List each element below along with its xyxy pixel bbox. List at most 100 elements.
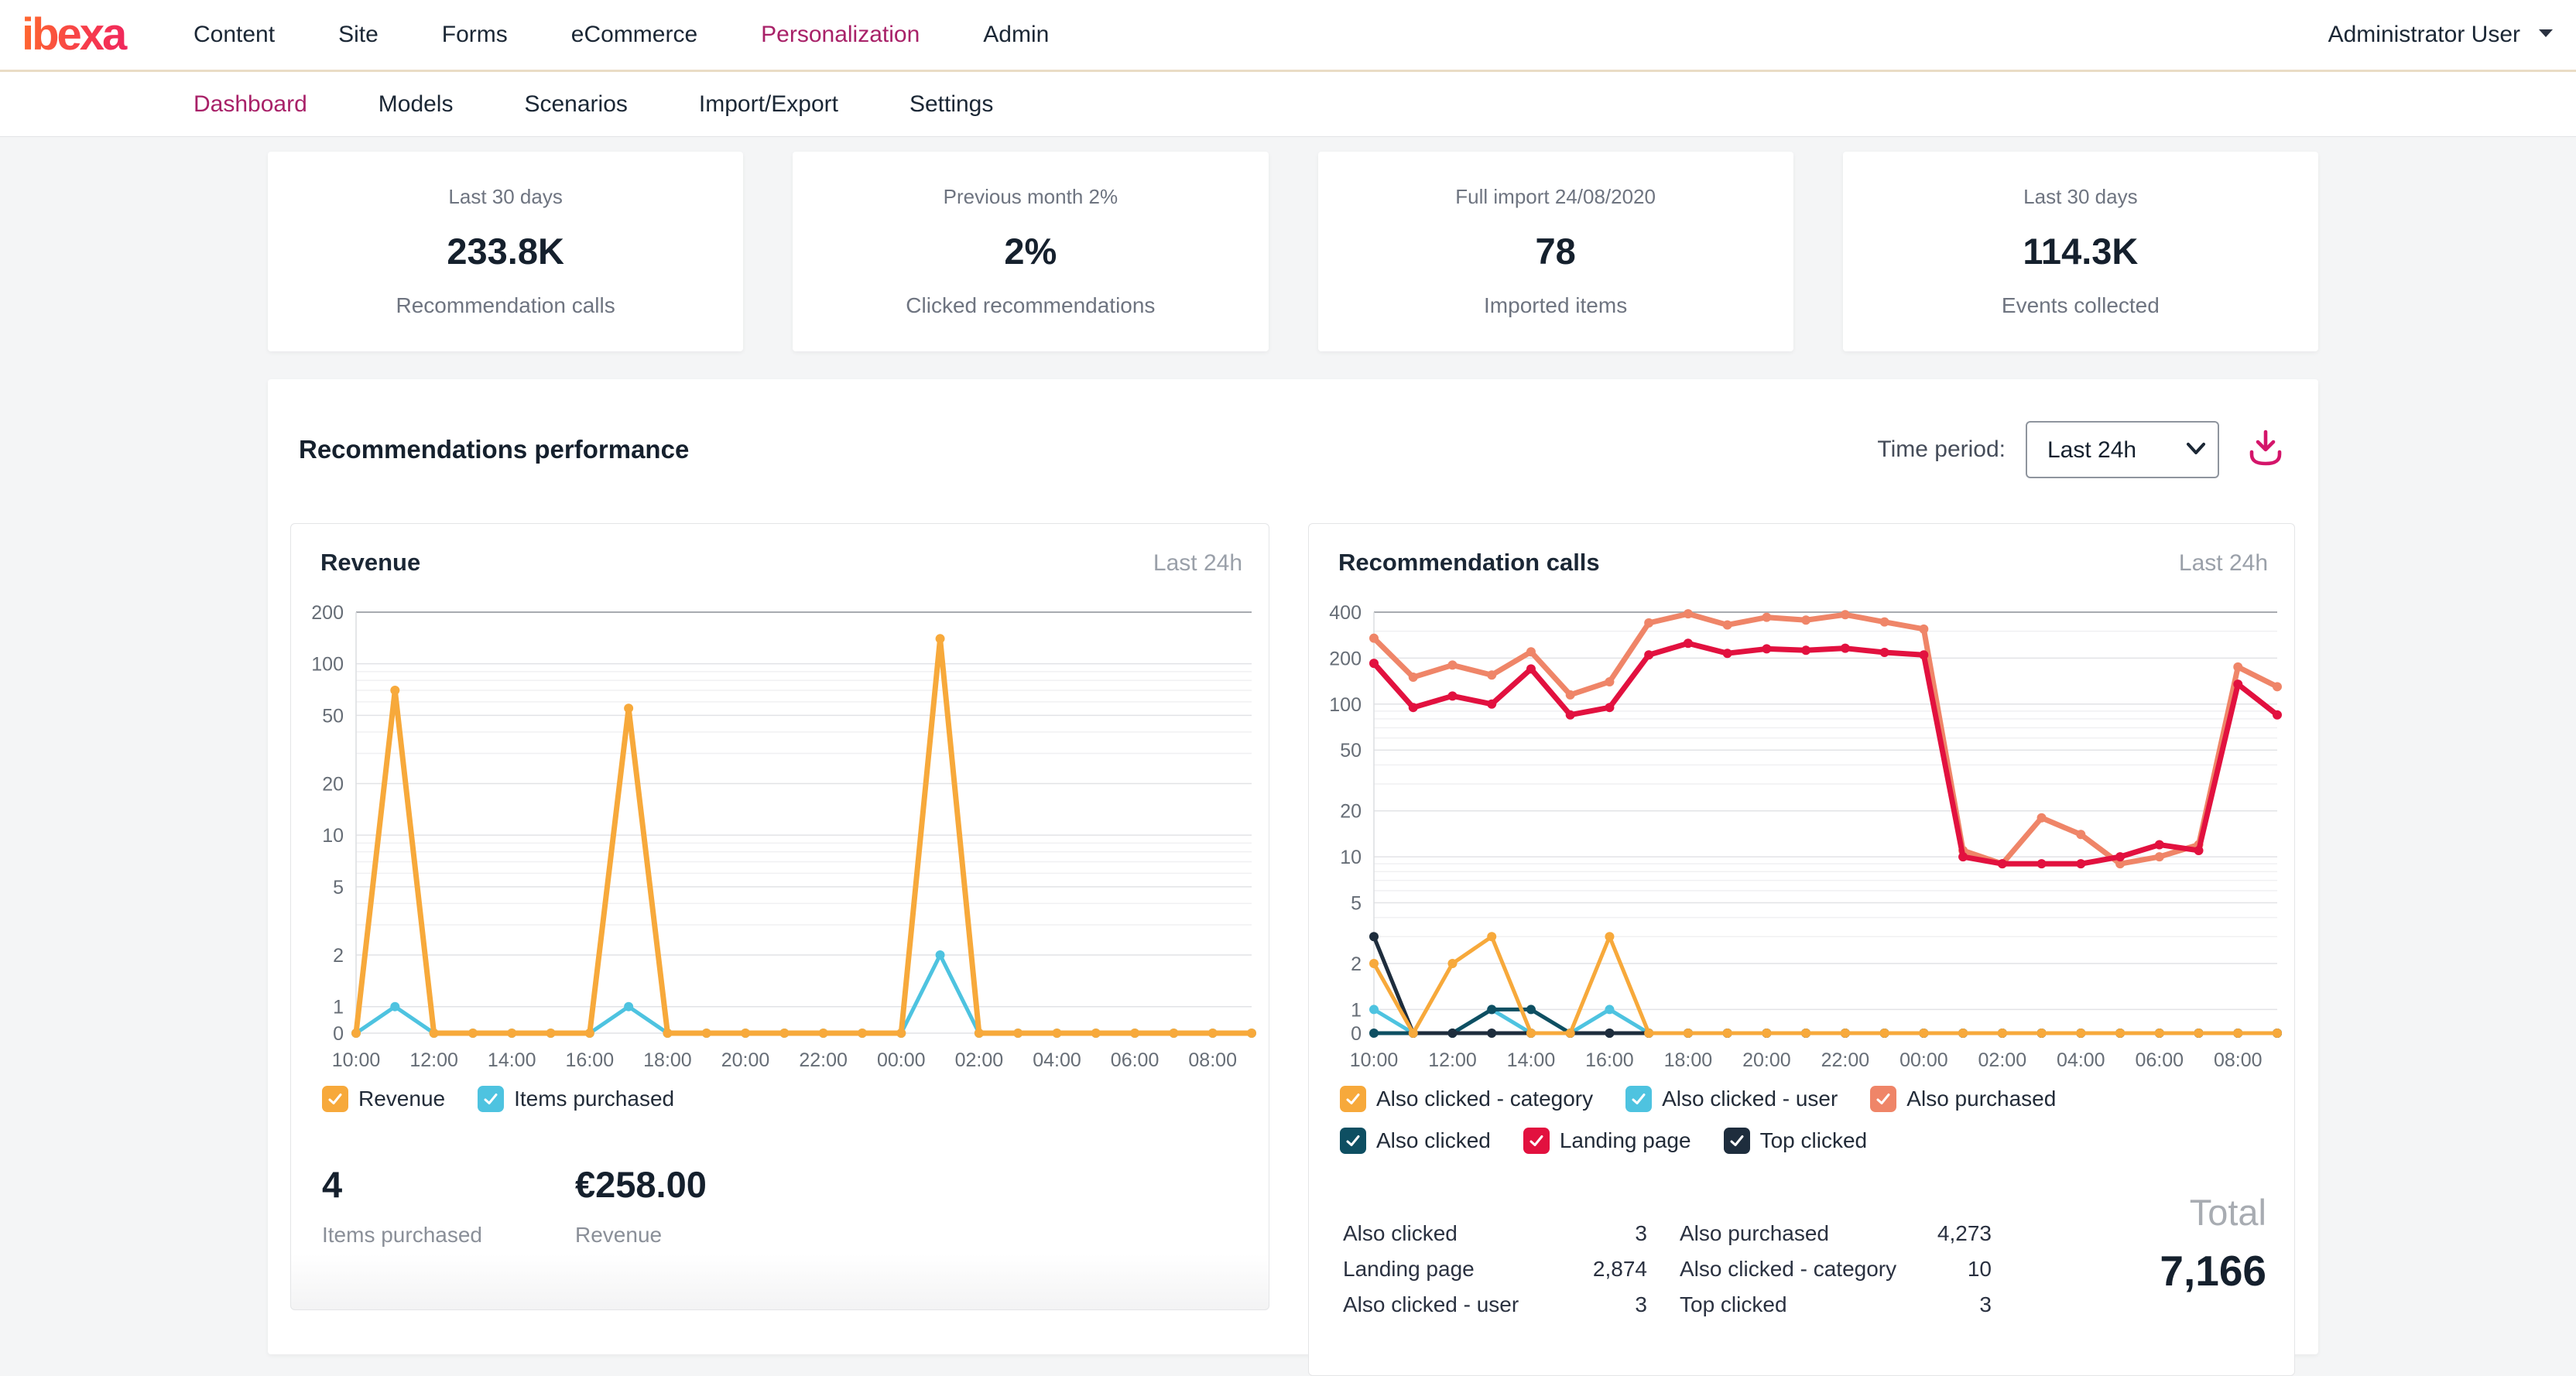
legend-item-items-purchased[interactable]: Items purchased — [478, 1086, 674, 1112]
svg-text:2: 2 — [333, 945, 344, 967]
svg-text:08:00: 08:00 — [1188, 1049, 1237, 1071]
subnav-dashboard[interactable]: Dashboard — [194, 91, 307, 117]
legend-item-landing-page[interactable]: Landing page — [1523, 1128, 1691, 1154]
breakdown-row: Also clicked 3 — [1343, 1219, 1647, 1248]
legend-item-also-clicked[interactable]: Also clicked — [1340, 1128, 1491, 1154]
legend-label: Also clicked — [1376, 1128, 1491, 1152]
svg-text:0: 0 — [1351, 1023, 1362, 1045]
svg-text:5: 5 — [333, 877, 344, 899]
stat-card-label: Recommendation calls — [396, 293, 615, 317]
panel-header: Recommendations performance Time period:… — [268, 379, 2318, 478]
breakdown-row: Also clicked - user 3 — [1343, 1290, 1647, 1319]
breakdown-value: 3 — [1635, 1292, 1647, 1316]
legend-label: Landing page — [1559, 1128, 1691, 1152]
summary-block: €258.00 Revenue — [575, 1163, 707, 1248]
revenue-chart-card: Revenue Last 24h 200 100 50 20 10 5 2 1 0 10:00 12… — [290, 523, 1269, 1310]
legend-checkbox[interactable] — [322, 1086, 348, 1112]
svg-text:22:00: 22:00 — [1821, 1049, 1870, 1071]
svg-text:10:00: 10:00 — [1350, 1049, 1399, 1071]
svg-text:200: 200 — [1329, 648, 1362, 669]
svg-text:08:00: 08:00 — [2214, 1049, 2263, 1071]
legend-label: Also purchased — [1906, 1087, 2057, 1111]
breakdown-column: Also purchased 4,273 Also clicked - catego… — [1680, 1219, 1992, 1319]
legend-checkbox[interactable] — [478, 1086, 505, 1112]
download-icon[interactable] — [2244, 426, 2287, 473]
svg-text:00:00: 00:00 — [1899, 1049, 1948, 1071]
svg-text:04:00: 04:00 — [1033, 1049, 1081, 1071]
recommendations-performance-panel: Recommendations performance Time period:… — [268, 379, 2318, 1376]
revenue-chart-legend: Revenue Items purchased — [322, 1086, 1245, 1112]
series-also-clicked-category — [1369, 932, 2282, 1038]
series-top-clicked — [1369, 932, 2282, 1038]
svg-text:50: 50 — [322, 705, 344, 727]
svg-text:1: 1 — [1351, 999, 1362, 1021]
svg-text:20: 20 — [1340, 801, 1362, 823]
subnav-items: Dashboard Models Scenarios Import/Export Set… — [194, 91, 993, 118]
subnav-import-export[interactable]: Import/Export — [698, 91, 838, 117]
gridlines — [1373, 611, 2277, 1034]
total-label: Total — [2189, 1192, 2266, 1233]
legend-item-revenue[interactable]: Revenue — [322, 1086, 445, 1112]
main-nav-personalization[interactable]: Personalization — [761, 22, 920, 47]
legend-item-also-purchased[interactable]: Also purchased — [1870, 1086, 2056, 1112]
svg-text:06:00: 06:00 — [2136, 1049, 2184, 1071]
legend-item-top-clicked[interactable]: Top clicked — [1723, 1128, 1867, 1154]
svg-text:18:00: 18:00 — [643, 1049, 692, 1071]
svg-text:50: 50 — [1340, 740, 1362, 762]
svg-text:04:00: 04:00 — [2057, 1049, 2105, 1071]
legend-item-also-clicked-user[interactable]: Also clicked - user — [1625, 1086, 1838, 1112]
time-period-select[interactable]: Last 24h — [2026, 421, 2219, 478]
ibexa-logo[interactable]: ibexa — [22, 0, 176, 70]
chart-period-label: Last 24h — [1153, 550, 1242, 576]
main-nav-ecommerce[interactable]: eCommerce — [570, 22, 698, 47]
main-nav-forms[interactable]: Forms — [441, 22, 508, 47]
user-menu[interactable]: Administrator User — [2328, 22, 2554, 48]
chart-title: Recommendation calls — [1338, 549, 1600, 576]
time-period-select-wrap: Last 24h — [2026, 421, 2219, 478]
svg-text:20:00: 20:00 — [721, 1049, 770, 1071]
stat-card-title: Full import 24/08/2020 — [1455, 185, 1656, 208]
stats-row: Last 30 days 233.8K Recommendation calls Pr… — [268, 152, 2318, 351]
recommendation-calls-chart-canvas: 400 200 100 50 20 10 5 2 10 10:00 12:00 14:00 16:00 1… — [1329, 602, 2282, 1071]
legend-checkbox[interactable] — [1340, 1128, 1366, 1154]
stat-card-label: Events collected — [2001, 293, 2160, 317]
axis-labels: 400 200 100 50 20 10 5 2 10 10:00 12:00 14:00 16:00 1… — [1329, 602, 2262, 1071]
breakdown-label: Top clicked — [1680, 1292, 1787, 1316]
revenue-chart-header: Revenue Last 24h — [320, 549, 1242, 577]
charts-row: Revenue Last 24h 200 100 50 20 10 5 2 1 0 10:00 12… — [268, 523, 2318, 1376]
main-nav-content[interactable]: Content — [194, 22, 276, 47]
subnav-models[interactable]: Models — [378, 91, 454, 117]
recommendation-calls-chart-card: Recommendation calls Last 24h 400 200 100 5… — [1308, 523, 2295, 1376]
svg-text:2: 2 — [1351, 953, 1362, 975]
legend-checkbox[interactable] — [1523, 1128, 1550, 1154]
stat-card-value: 78 — [1535, 231, 1576, 272]
subnav-scenarios[interactable]: Scenarios — [524, 91, 628, 117]
main-nav-site[interactable]: Site — [338, 22, 379, 47]
breakdown-row: Also clicked - category 10 — [1680, 1254, 1992, 1283]
legend-checkbox[interactable] — [1625, 1086, 1653, 1112]
gridlines — [355, 611, 1252, 1034]
main-nav-admin[interactable]: Admin — [983, 22, 1050, 47]
svg-text:18:00: 18:00 — [1664, 1049, 1713, 1071]
svg-text:16:00: 16:00 — [566, 1049, 615, 1071]
legend-checkbox[interactable] — [1723, 1128, 1750, 1154]
legend-item-also-clicked-category[interactable]: Also clicked - category — [1340, 1086, 1593, 1112]
breakdown-value: 3 — [1979, 1292, 1992, 1316]
chevron-down-icon — [2537, 28, 2554, 43]
legend-checkbox[interactable] — [1340, 1086, 1366, 1112]
stat-card: Last 30 days 233.8K Recommendation calls — [268, 152, 744, 351]
breakdown-column: Also clicked 3 Landing page 2,874 Also click… — [1343, 1219, 1647, 1319]
stat-card-label: Clicked recommendations — [906, 293, 1156, 317]
svg-text:06:00: 06:00 — [1111, 1049, 1160, 1071]
legend-checkbox[interactable] — [1870, 1086, 1897, 1112]
breakdown-value: 2,874 — [1592, 1257, 1647, 1281]
panel-controls: Time period: Last 24h — [1877, 421, 2287, 478]
calls-total: Total 7,166 — [2160, 1191, 2266, 1296]
svg-text:14:00: 14:00 — [1507, 1049, 1556, 1071]
stat-card-label: Imported items — [1484, 293, 1628, 317]
svg-text:16:00: 16:00 — [1585, 1049, 1634, 1071]
subnav-settings[interactable]: Settings — [909, 91, 994, 117]
stat-card-title: Last 30 days — [2023, 185, 2138, 208]
